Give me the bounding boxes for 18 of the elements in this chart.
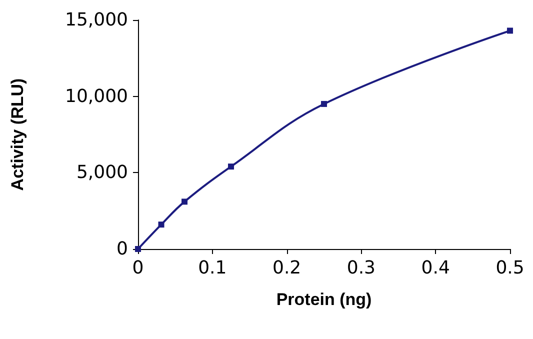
point [507,28,513,34]
y-tick-label: 15,000 [65,10,128,30]
y-tick-label: 10,000 [65,86,128,107]
y-tick-label: 5,000 [76,162,128,184]
point [158,222,164,228]
point [182,198,188,205]
point [228,164,234,170]
point [135,246,141,252]
x-tick-label: 0.2 [272,258,302,278]
x-tick-label: 0.3 [346,258,376,278]
y-tick-label: 0 [116,238,128,260]
x-axis-title: Protein (ng) [276,290,372,309]
x-tick-label: 0.1 [198,258,227,278]
x-tick-label: 0 [132,258,144,278]
x-tick-label: 0.5 [496,258,524,278]
point [321,100,327,107]
x-tick-label: 0.4 [421,258,450,278]
y-axis-title: Activity (RLU) [8,78,27,191]
